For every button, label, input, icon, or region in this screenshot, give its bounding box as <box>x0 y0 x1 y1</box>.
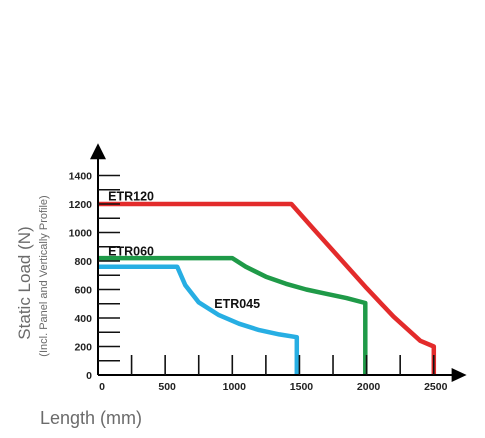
series-label-etr060: ETR060 <box>108 244 154 258</box>
y-tick-label: 200 <box>74 342 92 354</box>
x-tick-label: 2000 <box>357 381 381 393</box>
y-axis-title: Static Load (N) <box>15 226 34 339</box>
series-line-etr045 <box>98 264 300 375</box>
y-tick-label: 1400 <box>69 171 93 183</box>
y-tick-label: 0 <box>86 370 92 382</box>
axes <box>90 143 467 382</box>
y-tick-label: 1000 <box>69 228 93 240</box>
x-axis-title: Length (mm) <box>40 408 142 428</box>
series-line-etr060 <box>98 255 368 375</box>
y-tick-label: 600 <box>74 285 92 297</box>
x-tick-label: 2500 <box>424 381 448 393</box>
series-line-etr120 <box>98 201 437 375</box>
x-tick-label: 500 <box>158 381 176 393</box>
y-tick-label: 400 <box>74 313 92 325</box>
y-tick-label: 800 <box>74 256 92 268</box>
x-tick-label: 0 <box>99 381 105 393</box>
labels: 0 200 400 600 800 1000 1200 1400 0 500 1000 1500 200… <box>15 171 448 429</box>
y-tick-label: 1200 <box>69 199 93 211</box>
series-label-etr120: ETR120 <box>108 189 154 203</box>
x-axis-arrow <box>451 368 467 382</box>
y-axis-arrow <box>90 143 106 160</box>
series-label-etr045: ETR045 <box>214 297 260 311</box>
series-lines <box>98 201 437 375</box>
x-tick-label: 1000 <box>223 381 247 393</box>
y-axis-subtitle: (Incl. Panel and Vertically Profile) <box>38 195 50 356</box>
x-tick-label: 1500 <box>290 381 314 393</box>
